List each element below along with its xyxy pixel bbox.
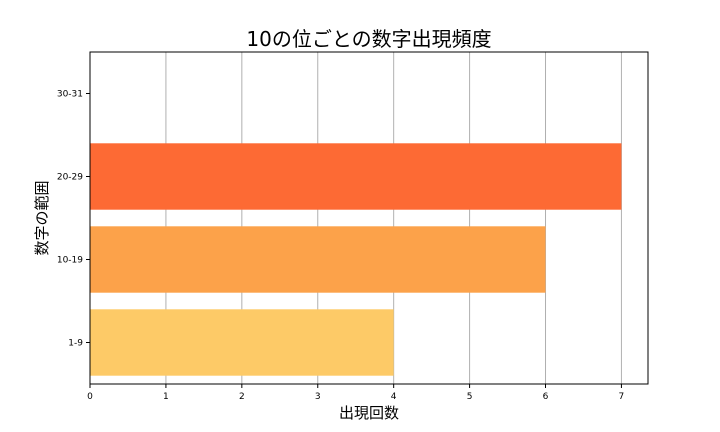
x-tick-label: 3	[315, 392, 321, 402]
plot-frame	[89, 51, 649, 385]
x-tick-label: 6	[543, 392, 549, 402]
y-tick-label: 20-29	[57, 173, 83, 183]
x-axis-ticks: 0 1 2 3 4 5 6 7	[87, 384, 624, 402]
chart-title: 10の位ごとの数字出現頻度	[246, 27, 491, 51]
bar-20-29	[90, 143, 622, 210]
y-axis-label: 数字の範囲	[33, 180, 51, 255]
x-tick-label: 7	[619, 392, 625, 402]
y-tick-label: 30-31	[57, 90, 83, 100]
x-tick-label: 4	[391, 392, 397, 402]
x-tick-label: 2	[239, 392, 245, 402]
grid-lines	[89, 52, 622, 384]
x-tick-label: 0	[87, 392, 93, 402]
x-tick-label: 1	[163, 392, 169, 402]
bars	[90, 143, 622, 376]
bar-10-19	[90, 226, 546, 293]
y-tick-label: 1-9	[68, 339, 83, 349]
x-tick-label: 5	[467, 392, 473, 402]
y-axis-ticks: 1-9 10-19 20-29 30-31	[57, 90, 90, 349]
bar-1-9	[90, 309, 394, 376]
x-axis-label: 出現回数	[339, 404, 399, 422]
y-tick-label: 10-19	[57, 256, 83, 266]
